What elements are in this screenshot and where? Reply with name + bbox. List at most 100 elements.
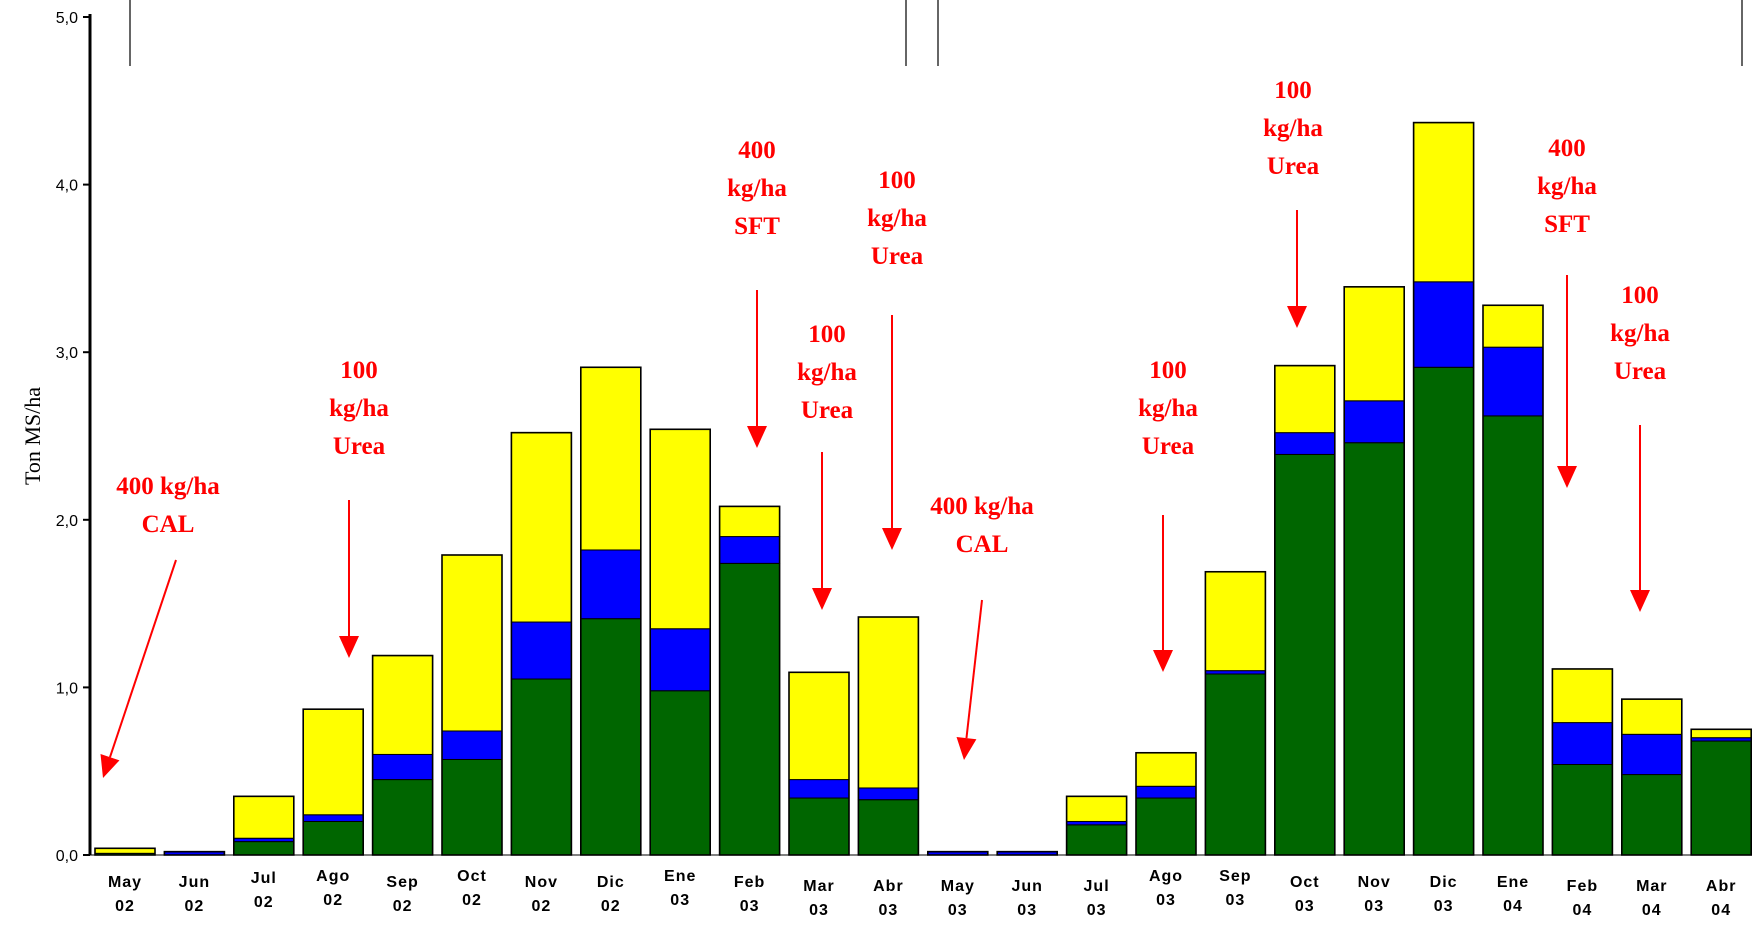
bar-segment bbox=[857, 616, 919, 789]
bars bbox=[94, 121, 1752, 856]
x-tick-label-year: 03 bbox=[1087, 902, 1107, 919]
bar-stack bbox=[302, 708, 365, 856]
bar-segment bbox=[788, 671, 850, 781]
bar-segment bbox=[719, 505, 781, 538]
bar-segment bbox=[580, 549, 642, 620]
x-tick-label-year: 02 bbox=[115, 898, 135, 915]
annotation-text: 100 bbox=[1274, 77, 1312, 104]
bar-segment bbox=[1204, 571, 1266, 672]
annotation-text: kg/ha bbox=[1263, 115, 1323, 142]
x-tick-label-year: 03 bbox=[948, 902, 968, 919]
x-axis-labels: May 02 Jun 02 Jul 02 Ago 02 Sep 02 Oct 02 Nov 02 Dic 02… bbox=[108, 868, 1736, 919]
annotation-text: Urea bbox=[871, 243, 924, 270]
annotation-text: 400 bbox=[1548, 135, 1586, 162]
annotation-text: kg/ha bbox=[329, 395, 389, 422]
bar-stack bbox=[996, 850, 1059, 856]
annotation-text: Urea bbox=[1267, 153, 1320, 180]
arrow-shaft bbox=[965, 599, 983, 739]
bar-segment bbox=[1621, 698, 1683, 735]
annotation-text: kg/ha bbox=[727, 175, 787, 202]
x-tick-label-year: 02 bbox=[462, 892, 482, 909]
bar-stack bbox=[1482, 304, 1544, 856]
bar-stack bbox=[926, 850, 989, 856]
y-tick-label: 2,0 bbox=[56, 513, 78, 530]
annotation-text: kg/ha bbox=[1610, 320, 1670, 347]
bar-segment bbox=[1204, 670, 1266, 675]
arrow-head-icon bbox=[747, 426, 767, 448]
fertilizer-annotation: 100 kg/ha Urea bbox=[867, 167, 927, 550]
annotation-text: SFT bbox=[1544, 211, 1590, 238]
x-tick-label-month: May bbox=[108, 874, 142, 891]
annotation-text: 400 bbox=[738, 137, 776, 164]
bar-segment bbox=[1274, 432, 1336, 455]
bar-segment bbox=[719, 562, 781, 856]
x-tick-label-month: Oct bbox=[457, 868, 487, 885]
annotation-text: CAL bbox=[956, 531, 1009, 558]
bar-segment bbox=[372, 753, 434, 781]
bar-segment bbox=[233, 795, 295, 839]
bar-segment bbox=[649, 628, 711, 692]
x-tick-label-month: Nov bbox=[525, 874, 558, 891]
annotation-text: 100 bbox=[1149, 357, 1187, 384]
annotation-text: Urea bbox=[1142, 433, 1195, 460]
annotation-text: kg/ha bbox=[1138, 395, 1198, 422]
annotation-text: 100 bbox=[878, 167, 916, 194]
x-tick-label-month: Feb bbox=[734, 874, 765, 891]
x-tick-label-year: 03 bbox=[879, 902, 899, 919]
bar-segment bbox=[441, 554, 503, 732]
bar-segment bbox=[510, 678, 572, 856]
bar-stack bbox=[163, 850, 226, 856]
annotation-text: Urea bbox=[1614, 358, 1667, 385]
x-tick-label-month: May bbox=[941, 878, 975, 895]
fertilizer-annotation: 100 kg/ha Urea bbox=[1263, 77, 1323, 328]
arrow-head-icon bbox=[339, 636, 359, 658]
bar-segment bbox=[1551, 763, 1613, 856]
bar-segment bbox=[1690, 728, 1752, 739]
bar-segment bbox=[1621, 733, 1683, 776]
bar-stack bbox=[371, 654, 434, 856]
bar-segment bbox=[1066, 824, 1128, 856]
bar-stack bbox=[441, 554, 503, 856]
bar-stack bbox=[1204, 570, 1267, 856]
bar-segment bbox=[233, 837, 295, 843]
x-tick-label-year: 03 bbox=[1226, 892, 1246, 909]
bar-segment bbox=[302, 708, 364, 816]
bar-stack bbox=[1690, 728, 1752, 856]
bar-stack bbox=[1412, 121, 1475, 856]
bar-segment bbox=[1343, 400, 1405, 444]
bar-segment bbox=[441, 758, 503, 856]
y-axis: 0,0 1,0 2,0 3,0 4,0 5,0 bbox=[56, 10, 1748, 865]
bar-segment bbox=[1066, 795, 1128, 822]
arrow-head-icon bbox=[1153, 650, 1173, 672]
y-tick-label: 4,0 bbox=[56, 178, 78, 195]
bar-segment bbox=[1690, 737, 1752, 742]
bar-segment bbox=[372, 655, 434, 755]
x-tick-label-year: 02 bbox=[601, 898, 621, 915]
bar-segment bbox=[372, 779, 434, 856]
fertilizer-annotation: 100 kg/ha Urea bbox=[1138, 357, 1198, 672]
x-tick-label-month: Jun bbox=[1011, 878, 1042, 895]
x-tick-label-month: Jun bbox=[179, 874, 210, 891]
x-tick-label-year: 03 bbox=[1295, 898, 1315, 915]
arrow-head-icon bbox=[882, 528, 902, 550]
bar-stack bbox=[1551, 668, 1614, 856]
x-tick-label-year: 02 bbox=[323, 892, 343, 909]
bar-stack bbox=[1065, 795, 1128, 856]
bar-stack bbox=[1621, 698, 1683, 856]
x-tick-label-month: Mar bbox=[803, 878, 834, 895]
fertilizer-annotation: 100 kg/ha Urea bbox=[797, 321, 857, 610]
bar-segment bbox=[1343, 286, 1405, 402]
x-tick-label-month: Mar bbox=[1636, 878, 1667, 895]
bar-segment bbox=[1413, 122, 1475, 283]
x-tick-label-month: Ago bbox=[1149, 868, 1183, 885]
bar-segment bbox=[1690, 740, 1752, 856]
annotation-text: kg/ha bbox=[1537, 173, 1597, 200]
x-tick-label-year: 04 bbox=[1642, 902, 1662, 919]
x-tick-label-year: 03 bbox=[809, 902, 829, 919]
x-tick-label-month: Dic bbox=[1430, 874, 1458, 891]
bar-segment bbox=[1343, 442, 1405, 856]
arrow-head-icon bbox=[956, 737, 977, 760]
bar-segment bbox=[857, 799, 919, 856]
